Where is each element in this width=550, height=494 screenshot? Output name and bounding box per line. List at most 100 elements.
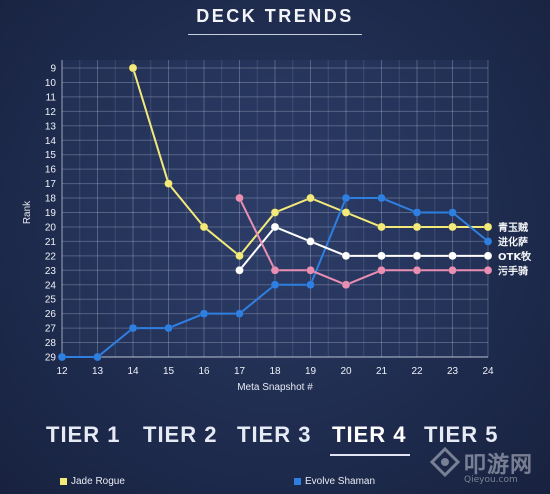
x-tick-label: 14 [127,366,139,377]
series-point-0 [164,179,173,188]
y-tick-label: 19 [45,208,57,219]
y-tick-label: 23 [45,266,57,277]
series-point-1 [412,208,422,217]
legend-swatch-evolve-shaman [294,478,301,485]
y-axis-label: Rank [22,200,33,224]
site-watermark: 叩游网 Qieyou.com [430,445,548,491]
series-point-0 [128,63,138,73]
legend-jade-rogue: Jade Rogue [71,476,125,487]
series-point-3 [448,266,457,275]
series-point-1 [448,208,457,217]
y-tick-label: 12 [45,107,57,118]
y-tick-label: 25 [45,295,57,306]
y-tick-label: 10 [45,78,57,89]
series-point-3 [270,266,280,275]
series-point-1 [164,323,173,333]
tier-3-tab[interactable]: TIER 3 [237,422,312,447]
series-point-2 [235,266,244,275]
series-point-2 [412,251,422,261]
series-point-2 [483,251,493,261]
series-point-0 [199,222,209,232]
x-tick-label: 24 [482,366,494,377]
legend-evolve-shaman: Evolve Shaman [305,476,376,487]
y-tick-label: 29 [45,353,57,364]
series-point-2 [306,237,315,246]
series-point-1 [270,280,280,289]
series-point-0 [306,193,315,203]
series-point-1 [128,323,138,333]
watermark-text: 叩游网 [464,453,534,478]
y-tick-label: 24 [45,280,57,291]
y-tick-label: 13 [45,121,57,132]
y-tick-label: 22 [45,251,57,262]
tier-2-tab[interactable]: TIER 2 [143,422,218,447]
series-point-0 [341,208,351,217]
series-line-2 [238,225,488,271]
series-point-0 [270,208,280,217]
series-point-0 [412,222,422,232]
active-tier-underline [330,454,410,456]
x-tick-label: 23 [447,366,459,377]
series-point-1 [377,193,386,203]
chart-series [57,63,493,362]
y-tick-label: 16 [45,165,57,176]
series-point-2 [377,251,386,261]
series-point-1 [57,352,67,362]
series-point-3 [483,266,493,275]
series-end-label-2: OTK牧 [498,250,532,263]
y-tick-label: 14 [45,136,57,147]
series-point-3 [412,266,422,275]
series-point-0 [483,222,493,232]
series-point-2 [270,222,280,232]
y-tick-label: 18 [45,194,57,205]
tier-selector: TIER 1 TIER 2 TIER 3 TIER 4 TIER 5 [0,422,550,456]
series-point-1 [483,237,493,246]
series-point-1 [199,309,209,318]
y-tick-label: 15 [45,150,57,161]
y-tick-label: 9 [50,64,56,75]
x-tick-label: 15 [163,366,175,377]
legend-swatch-jade-rogue [60,478,67,485]
series-point-3 [235,193,244,203]
series-point-2 [448,251,457,261]
series-line-3 [238,197,488,286]
series-point-3 [306,266,315,275]
x-tick-label: 17 [234,366,246,377]
tier-5-tab[interactable]: TIER 5 [424,422,499,447]
x-tick-label: 12 [56,366,68,377]
x-tick-label: 21 [376,366,388,377]
tier-4-tab[interactable]: TIER 4 [332,422,407,447]
page-title: DECK TRENDS [196,6,354,26]
series-end-label-0: 青玉贼 [498,221,528,234]
x-tick-label: 20 [340,366,352,377]
y-tick-label: 17 [45,179,57,190]
y-tick-label: 27 [45,324,57,335]
chart-axes: 12 13 14 15 16 17 18 19 20 21 22 23 24 9 10 11 12 13 14 15 1… [22,60,494,393]
y-tick-label: 26 [45,309,57,320]
y-tick-label: 28 [45,338,57,349]
series-end-label-1: 进化萨 [498,235,528,248]
series-point-2 [341,251,351,261]
series-point-3 [341,280,351,289]
x-tick-label: 16 [198,366,210,377]
series-point-1 [93,352,102,362]
series-point-1 [235,309,244,318]
x-tick-label: 19 [305,366,317,377]
series-point-1 [341,193,351,203]
series-end-label-3: 污手骑 [498,264,528,277]
y-tick-label: 20 [45,222,57,233]
title-underline [188,34,362,35]
series-point-1 [306,280,315,289]
x-axis-label: Meta Snapshot # [237,382,313,393]
x-tick-label: 22 [411,366,423,377]
watermark-url: Qieyou.com [464,475,518,485]
series-point-0 [377,222,386,232]
tier-1-tab[interactable]: TIER 1 [46,422,121,447]
x-tick-label: 13 [92,366,104,377]
series-point-0 [235,251,244,261]
x-tick-label: 18 [269,366,281,377]
watermark-logo-icon [430,447,460,477]
series-point-0 [448,222,457,232]
series-point-3 [377,266,386,275]
